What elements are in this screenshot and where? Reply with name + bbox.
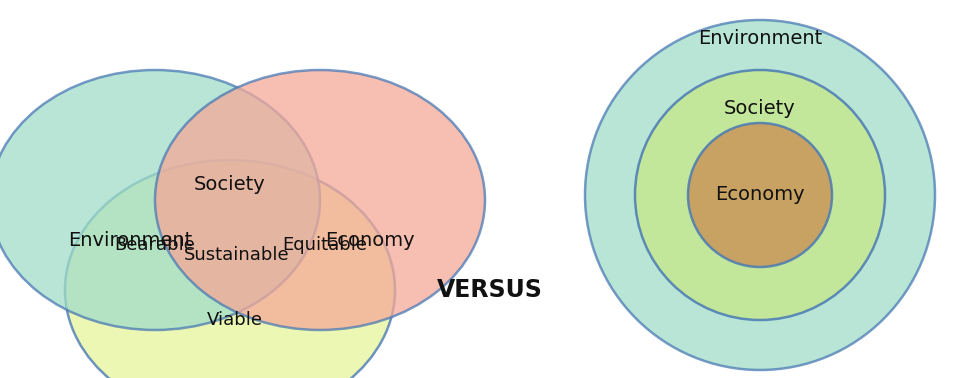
Text: VERSUS: VERSUS [437, 278, 543, 302]
Text: Environment: Environment [68, 231, 192, 249]
Text: Bearable: Bearable [115, 236, 196, 254]
Ellipse shape [0, 70, 320, 330]
Ellipse shape [688, 123, 832, 267]
Ellipse shape [585, 20, 935, 370]
Text: Economy: Economy [326, 231, 415, 249]
Text: Environment: Environment [698, 28, 822, 48]
Text: Viable: Viable [207, 311, 263, 329]
Text: Economy: Economy [715, 186, 805, 204]
Ellipse shape [155, 70, 485, 330]
Text: Society: Society [724, 99, 796, 118]
Ellipse shape [635, 70, 885, 320]
Text: Society: Society [194, 175, 265, 195]
Text: Equitable: Equitable [283, 236, 368, 254]
Text: Sustainable: Sustainable [184, 246, 289, 264]
Ellipse shape [65, 160, 395, 378]
